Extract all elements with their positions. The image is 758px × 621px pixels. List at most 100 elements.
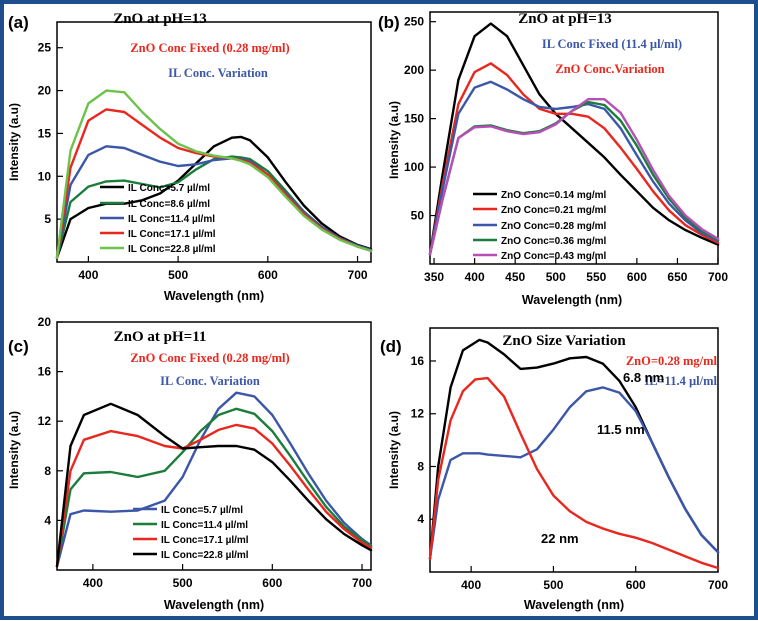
series-line-2 bbox=[428, 386, 720, 560]
x-tick-label: 400 bbox=[465, 270, 485, 284]
x-tick-label: 600 bbox=[626, 578, 646, 592]
panel-c: 400 500 600 700 4 8 12 16 20 (c) ZnO at pH=11 Zn… bbox=[7, 315, 372, 612]
y-tick-label: 10 bbox=[38, 169, 52, 183]
y-tick-label: 15 bbox=[38, 126, 52, 140]
panel-c-legend: IL Conc=5.7 µl/ml IL Conc=11.4 µl/ml IL … bbox=[133, 505, 249, 561]
y-tick-label: 8 bbox=[417, 459, 424, 473]
legend-entry: IL Conc=5.7 µl/ml bbox=[161, 505, 243, 516]
panel-b-subtitle-2: ZnO Conc.Variation bbox=[555, 62, 664, 76]
series-line-1 bbox=[428, 338, 720, 560]
y-tick-label: 16 bbox=[38, 365, 52, 379]
panel-c-series bbox=[55, 391, 373, 568]
x-tick-label: 700 bbox=[348, 268, 368, 282]
panel-d-subtitle-2: IL=11.4 µl/ml bbox=[644, 374, 717, 388]
panel-a-legend: IL Conc=5.7 µl/ml IL Conc=8.6 µl/ml IL C… bbox=[100, 183, 216, 255]
panel-d-ticks: 400 500 600 700 4 8 12 16 bbox=[411, 354, 729, 592]
x-tick-label: 650 bbox=[667, 270, 687, 284]
panel-a-xlabel: Wavelength (nm) bbox=[164, 289, 264, 303]
legend-entry: IL Conc=8.6 µl/ml bbox=[128, 199, 210, 210]
x-tick-label: 600 bbox=[258, 268, 278, 282]
panel-a-ylabel: Intensity (a.u) bbox=[7, 103, 21, 181]
figure-canvas: 400 500 600 700 5 10 15 20 25 (a) ZnO at pH=13 Z… bbox=[7, 11, 729, 612]
legend-entry: IL Conc=22.8 µl/ml bbox=[161, 550, 249, 561]
panel-b-label: (b) bbox=[378, 13, 400, 32]
y-tick-label: 5 bbox=[44, 212, 51, 226]
panel-a-subtitle-1: ZnO Conc Fixed (0.28 mg/ml) bbox=[130, 41, 289, 55]
x-tick-label: 700 bbox=[708, 578, 728, 592]
x-tick-label: 400 bbox=[461, 578, 481, 592]
x-tick-label: 700 bbox=[352, 576, 372, 590]
panel-c-subtitle-2: IL Conc. Variation bbox=[160, 374, 260, 388]
y-tick-label: 4 bbox=[417, 512, 424, 526]
panel-b-ticks: 350 400 450 500 550 600 650 700 50 100 150 200 250 bbox=[404, 15, 728, 284]
x-tick-label: 400 bbox=[78, 268, 98, 282]
legend-entry: IL Conc=17.1 µl/ml bbox=[161, 535, 249, 546]
legend-entry: ZnO Conc=0.28 mg/ml bbox=[501, 221, 607, 232]
panel-b-xlabel: Wavelength (nm) bbox=[522, 293, 622, 307]
y-tick-label: 25 bbox=[38, 41, 52, 55]
panel-c-ticks: 400 500 600 700 4 8 12 16 20 bbox=[38, 315, 373, 590]
y-tick-label: 250 bbox=[404, 15, 424, 29]
panel-b-plot-frame bbox=[429, 11, 719, 265]
series-line-3 bbox=[55, 423, 373, 568]
panel-b-series bbox=[428, 22, 720, 256]
legend-entry: IL Conc=5.7 µl/ml bbox=[128, 183, 210, 194]
x-tick-label: 500 bbox=[173, 576, 193, 590]
panel-b: 350 400 450 500 550 600 650 700 50 100 150 200 250 (… bbox=[378, 11, 728, 307]
legend-entry: ZnO Conc=0.36 mg/ml bbox=[501, 236, 607, 247]
legend-entry: ZnO Conc=0.43 mg/ml bbox=[501, 251, 607, 262]
y-tick-label: 150 bbox=[404, 112, 424, 126]
panel-c-xlabel: Wavelength (nm) bbox=[164, 598, 264, 612]
series-line-2 bbox=[428, 62, 720, 256]
panel-d-subtitle-1: ZnO=0.28 mg/ml bbox=[626, 354, 718, 368]
series-line-3 bbox=[428, 80, 720, 256]
series-line-2 bbox=[55, 155, 373, 259]
panel-d-series bbox=[428, 338, 720, 570]
panel-c-title: ZnO at pH=11 bbox=[114, 329, 207, 345]
panel-a-plot-frame bbox=[56, 21, 372, 263]
annotation-11-5-nm: 11.5 nm bbox=[597, 422, 645, 437]
panel-d: 400 500 600 700 4 8 12 16 (d) ZnO Size Variatio… bbox=[380, 327, 729, 612]
panel-b-legend: ZnO Conc=0.14 mg/ml ZnO Conc=0.21 mg/ml … bbox=[473, 190, 607, 262]
y-tick-label: 8 bbox=[44, 464, 51, 478]
x-tick-label: 600 bbox=[627, 270, 647, 284]
panel-a-ticks: 400 500 600 700 5 10 15 20 25 bbox=[38, 41, 368, 282]
panel-a-subtitle-2: IL Conc. Variation bbox=[168, 66, 268, 80]
panel-b-ylabel: Intensity (a.u) bbox=[387, 101, 401, 179]
x-tick-label: 500 bbox=[168, 268, 188, 282]
y-tick-label: 16 bbox=[411, 354, 425, 368]
series-line-2 bbox=[55, 407, 373, 568]
series-line-3 bbox=[55, 145, 373, 259]
y-tick-label: 20 bbox=[38, 84, 52, 98]
annotation-6-8-nm: 6.8 nm bbox=[623, 370, 664, 385]
series-line-5 bbox=[55, 89, 373, 259]
panel-a-label: (a) bbox=[8, 13, 29, 32]
series-line-1 bbox=[428, 22, 720, 256]
panel-d-xlabel: Wavelength (nm) bbox=[524, 598, 624, 612]
panel-c-label: (c) bbox=[8, 337, 29, 356]
panel-c-ylabel: Intensity (a.u) bbox=[7, 411, 21, 489]
legend-entry: IL Conc=17.1 µl/ml bbox=[128, 229, 216, 240]
panel-a: 400 500 600 700 5 10 15 20 25 (a) ZnO at pH=13 Z… bbox=[7, 11, 373, 303]
legend-entry: IL Conc=22.8 µl/ml bbox=[128, 244, 216, 255]
x-tick-label: 500 bbox=[546, 270, 566, 284]
legend-entry: IL Conc=11.4 µl/ml bbox=[128, 214, 215, 225]
legend-entry: ZnO Conc=0.21 mg/ml bbox=[501, 205, 607, 216]
legend-entry: IL Conc=11.4 µl/ml bbox=[161, 520, 248, 531]
y-tick-label: 20 bbox=[38, 315, 52, 329]
x-tick-label: 500 bbox=[543, 578, 563, 592]
y-tick-label: 50 bbox=[411, 209, 425, 223]
x-tick-label: 600 bbox=[262, 576, 282, 590]
x-tick-label: 700 bbox=[708, 270, 728, 284]
x-tick-label: 550 bbox=[586, 270, 606, 284]
panel-d-title: ZnO Size Variation bbox=[502, 333, 626, 349]
y-tick-label: 100 bbox=[404, 160, 424, 174]
panel-d-label: (d) bbox=[380, 337, 402, 356]
legend-entry: ZnO Conc=0.14 mg/ml bbox=[501, 190, 607, 201]
panel-d-plot-frame bbox=[429, 327, 719, 573]
series-line-3 bbox=[428, 376, 720, 570]
panel-b-title: ZnO at pH=13 bbox=[518, 11, 612, 27]
x-tick-label: 350 bbox=[424, 270, 444, 284]
y-tick-label: 200 bbox=[404, 63, 424, 77]
